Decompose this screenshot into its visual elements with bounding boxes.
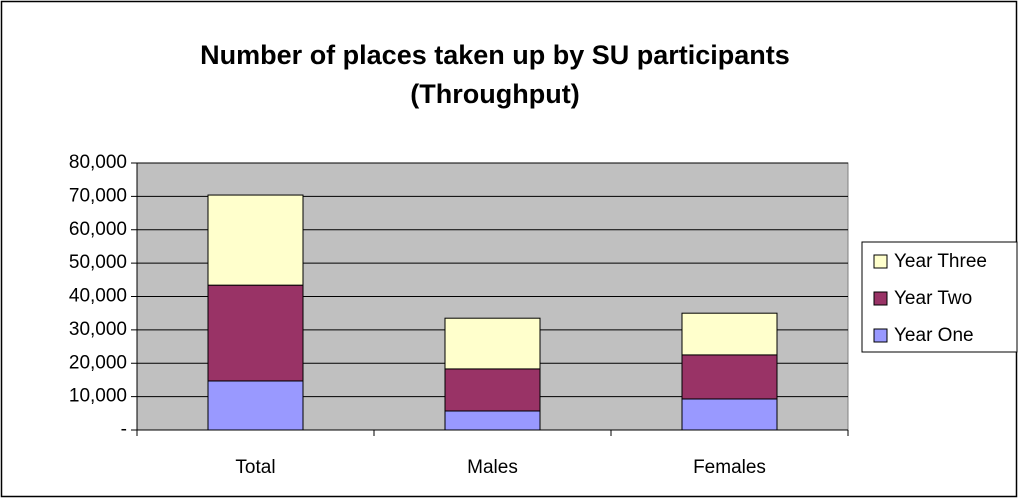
legend-box	[861, 241, 1018, 353]
bar-segment	[444, 317, 541, 370]
bar-segment	[444, 368, 541, 412]
y-tick-label: 40,000	[69, 286, 127, 307]
chart-title: Number of places taken up by SU particip…	[200, 40, 790, 70]
y-tick-label: 10,000	[69, 386, 127, 407]
legend-label: Year Two	[894, 288, 972, 309]
x-tick-label: Total	[235, 457, 275, 478]
legend-label: Year Three	[894, 251, 987, 272]
y-tick-label: 70,000	[69, 185, 127, 206]
legend-swatch	[873, 291, 888, 306]
bar-segment	[681, 354, 778, 400]
bar-segment	[207, 380, 304, 431]
y-tick-label: 30,000	[69, 319, 127, 340]
bar-segment	[207, 194, 304, 286]
bar-segment	[681, 312, 778, 356]
y-tick-label: -	[121, 419, 127, 440]
chart-title: (Throughput)	[410, 79, 579, 109]
legend-label: Year One	[894, 325, 974, 346]
y-tick-label: 60,000	[69, 219, 127, 240]
y-tick-label: 50,000	[69, 252, 127, 273]
legend-swatch	[873, 254, 888, 269]
y-tick-label: 20,000	[69, 352, 127, 373]
bar-segment	[207, 284, 304, 382]
bar-segment	[444, 410, 541, 431]
y-tick-label: 80,000	[69, 152, 127, 173]
x-tick-label: Males	[467, 457, 518, 478]
x-tick-label: Females	[693, 457, 766, 478]
legend-swatch	[873, 328, 888, 343]
bar-segment	[681, 398, 778, 431]
